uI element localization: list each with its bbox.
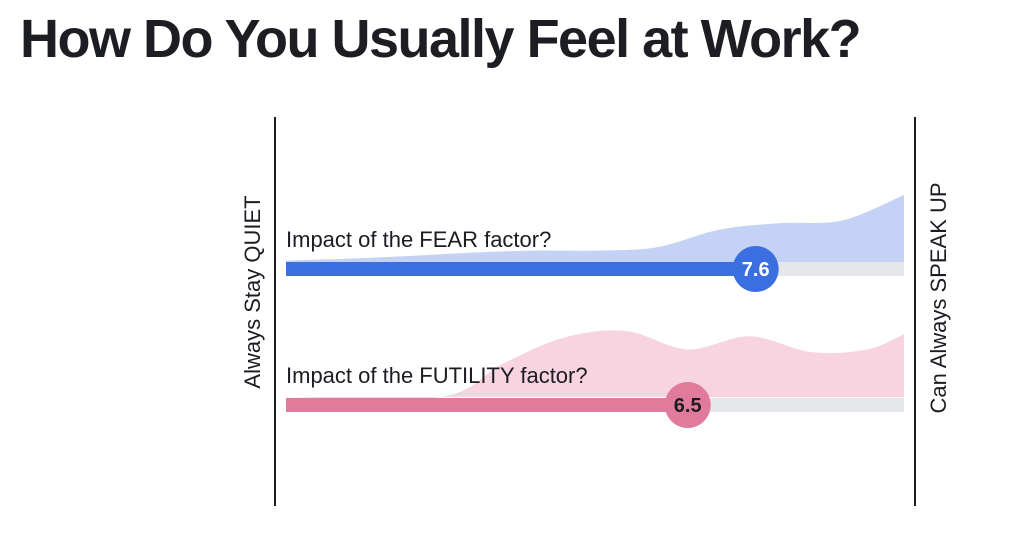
- value-marker: [664, 382, 711, 428]
- value-bar: [286, 262, 756, 276]
- value-marker: [732, 246, 779, 292]
- distribution-area: [286, 195, 904, 262]
- series-row-2: Impact of the FUTILITY factor? 6.5: [286, 330, 904, 428]
- value-bar: [286, 398, 688, 412]
- page-title: How Do You Usually Feel at Work?: [20, 9, 862, 69]
- value-label: 6.5: [674, 395, 702, 417]
- distribution-area: [286, 330, 904, 400]
- left-axis-label: Always Stay QUIET: [240, 195, 265, 388]
- value-label: 7.6: [742, 259, 770, 281]
- series-label: Impact of the FEAR factor?: [286, 227, 551, 252]
- series-label: Impact of the FUTILITY factor?: [286, 363, 588, 388]
- series-row-1: Impact of the FEAR factor? 7.6: [286, 195, 904, 292]
- right-axis-label: Can Always SPEAK UP: [926, 182, 951, 413]
